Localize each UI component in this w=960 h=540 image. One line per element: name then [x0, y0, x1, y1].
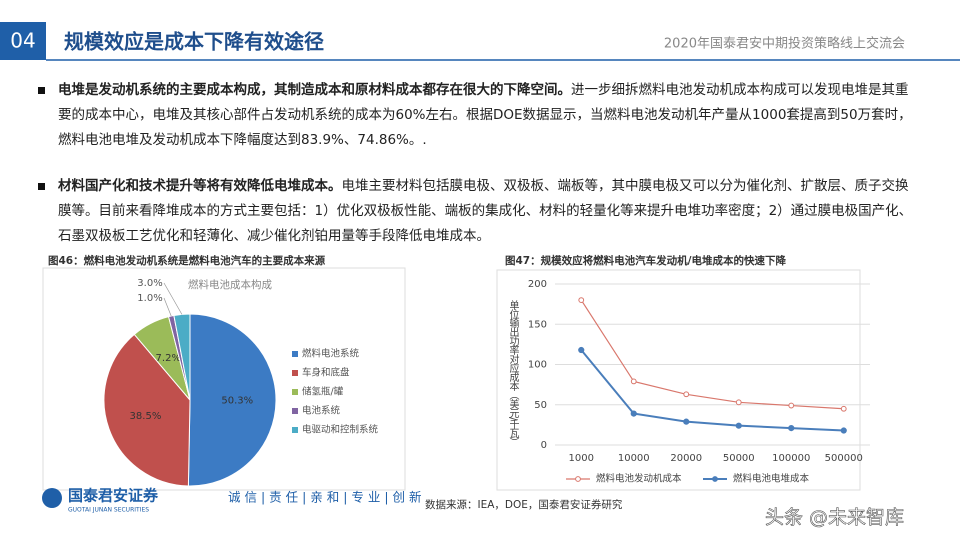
marker [840, 405, 847, 412]
marker [578, 346, 585, 354]
marker [840, 427, 847, 434]
bullet-text: 电堆主要材料包括膜电极、双极板、端板等，其中膜电极又可以分为催化剂、扩散层、质子… [58, 178, 913, 244]
x-tick-label: 20000 [670, 453, 702, 464]
line-frame [496, 269, 861, 491]
y-axis-label: 单位输出功率对应成本（美元/千瓦） [507, 300, 519, 447]
legend-swatch [292, 408, 298, 414]
legend-label: 燃料电池系统 [302, 348, 360, 360]
marker [788, 424, 795, 432]
marker [788, 402, 795, 409]
legend-label: 车身和底盘 [302, 367, 350, 379]
value-label: 38.5% [130, 411, 162, 422]
legend-swatch [292, 427, 298, 433]
y-tick-label: 100 [528, 360, 547, 371]
bullet: 电堆是发动机系统的主要成本构成，其制造成本和原材料成本都存在很大的下降空间。进一… [38, 78, 918, 153]
event-name: 2020年国泰君安中期投资策略线上交流会 [664, 36, 905, 52]
legend-label: 电池系统 [302, 405, 341, 417]
y-tick-label: 200 [528, 279, 547, 290]
x-tick-label: 10000 [618, 453, 650, 464]
value-label: 7.2% [156, 353, 181, 364]
source: 数据来源：IEA，DOE，国泰君安证券研究 [425, 498, 623, 511]
leader-line [163, 297, 172, 317]
bullet-text: 进一步细拆燃料电池发动机成本构成可以发现电堆是其重要的成本中心，电堆及其核心部件… [58, 82, 912, 148]
section-number: 04 [10, 29, 35, 53]
legend-label: 电驱动和控制系统 [302, 424, 379, 436]
legend-label: 燃料电池发动机成本 [596, 473, 682, 485]
bullet-bold: 电堆是发动机系统的主要成本构成，其制造成本和原材料成本都存在很大的下降空间。 [58, 82, 571, 98]
x-tick-label: 50000 [723, 453, 755, 464]
legend-swatch [292, 351, 298, 357]
marker [630, 410, 637, 417]
brand-en: GUOTAI JUNAN SECURITIES [68, 507, 149, 514]
x-tick-label: 500000 [825, 453, 863, 464]
bullet: 材料国产化和技术提升等将有效降低电堆成本。电堆主要材料包括膜电极、双极板、端板等… [38, 174, 918, 249]
value-label: 3.0% [137, 278, 162, 289]
bullet-bold: 材料国产化和技术提升等将有效降低电堆成本。 [58, 178, 342, 194]
slogan: 诚 信 | 责 任 | 亲 和 | 专 业 | 创 新 [228, 490, 422, 505]
legend-swatch [292, 370, 298, 376]
marker [683, 418, 690, 425]
y-tick-label: 0 [541, 440, 547, 451]
legend-label: 燃料电池电堆成本 [733, 473, 810, 485]
y-tick-label: 50 [534, 400, 547, 411]
y-tick-label: 150 [528, 319, 547, 330]
pie-slice [187, 313, 277, 487]
brand: 国泰君安证券 [68, 487, 159, 505]
series-line [580, 349, 844, 432]
legend-marker [712, 476, 718, 482]
watermark: 头条 @未来智库 [765, 507, 904, 529]
x-tick-label: 100000 [772, 453, 810, 464]
value-label: 50.3% [221, 395, 253, 406]
pie-frame [42, 267, 406, 491]
marker [735, 399, 742, 406]
logo-icon [42, 488, 62, 508]
legend-label: 储氢瓶/罐 [302, 386, 344, 398]
marker [735, 422, 742, 429]
figure-caption: 图47：规模效应将燃料电池汽车发动机/电堆成本的快速下降 [505, 254, 786, 267]
legend-marker [575, 476, 581, 482]
pie-slice [103, 333, 191, 487]
marker [683, 391, 690, 398]
leader-line [163, 282, 183, 315]
legend-swatch [292, 389, 298, 395]
marker [630, 378, 637, 385]
pie-title: 燃料电池成本构成 [188, 278, 272, 291]
series-line [580, 299, 844, 410]
marker [578, 297, 585, 304]
figure-caption: 图46：燃料电池发动机系统是燃料电池汽车的主要成本来源 [48, 254, 326, 267]
number-box [0, 22, 46, 60]
x-tick-label: 1000 [569, 453, 594, 464]
value-label: 1.0% [137, 293, 162, 304]
slide-title: 规模效应是成本下降有效途径 [64, 30, 324, 54]
